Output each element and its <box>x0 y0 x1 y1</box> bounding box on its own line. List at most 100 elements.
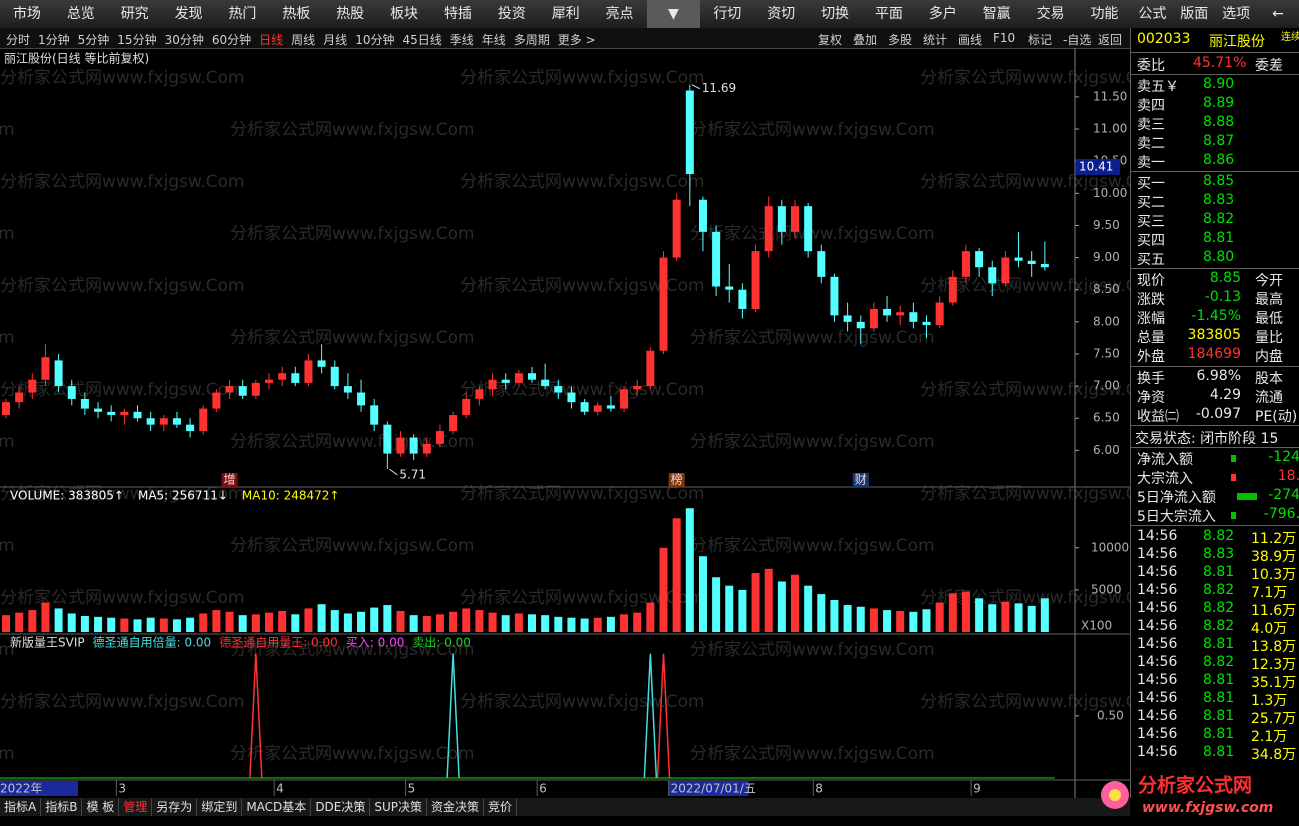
tool-button[interactable]: -自选 <box>1063 33 1092 47</box>
quote-cell[interactable]: 量比 <box>1255 330 1283 346</box>
quote-cell[interactable]: 8.89 <box>1203 95 1235 111</box>
tool-button[interactable]: 画线 <box>958 33 983 47</box>
quote-cell[interactable]: 今开 <box>1255 273 1283 289</box>
quote-cell[interactable]: 买四 <box>1137 233 1165 249</box>
stock-name[interactable]: 丽江股份 <box>1209 34 1265 50</box>
quote-cell[interactable]: 卖五￥ <box>1137 79 1179 95</box>
quote-cell[interactable]: 现价 <box>1137 273 1165 289</box>
quote-cell[interactable]: 8.88 <box>1203 114 1235 130</box>
menu-item[interactable]: 犀利 <box>551 6 580 22</box>
menu-item[interactable]: 资切 <box>767 6 796 22</box>
quote-cell[interactable]: 卖四 <box>1137 98 1165 114</box>
tool-button[interactable]: 返回 <box>1098 33 1123 47</box>
quote-cell[interactable]: 8.86 <box>1203 152 1235 168</box>
bottom-tab[interactable]: 竞价 <box>484 798 518 816</box>
tick-time[interactable]: 14:56 <box>1137 528 1178 544</box>
menu-item[interactable]: 板块 <box>390 6 419 22</box>
quote-cell[interactable]: 8.82 <box>1203 211 1235 227</box>
tick-volume[interactable]: 11.6万 <box>1251 603 1297 619</box>
quote-cell[interactable]: 总量 <box>1137 330 1165 346</box>
quote-cell[interactable]: 5日净流入额 <box>1137 490 1216 506</box>
quote-cell[interactable]: 流通 <box>1255 390 1283 406</box>
quote-cell[interactable]: 换手 <box>1137 371 1165 387</box>
tick-time[interactable]: 14:56 <box>1137 672 1178 688</box>
period-button[interactable]: 周线 <box>291 33 316 47</box>
period-button[interactable]: 多周期 <box>513 33 550 47</box>
menu-item[interactable]: 切换 <box>821 6 850 22</box>
quote-cell[interactable]: 收益㈡ <box>1137 409 1179 425</box>
tick-price[interactable]: 8.82 <box>1203 618 1235 634</box>
bottom-tab[interactable]: 绑定到 <box>197 798 243 816</box>
quote-cell[interactable]: 股本 <box>1255 371 1283 387</box>
tool-button[interactable]: 标记 <box>1028 33 1053 47</box>
tick-volume[interactable]: 7.1万 <box>1251 585 1288 601</box>
tick-volume[interactable]: 25.7万 <box>1251 711 1297 727</box>
menu-item[interactable]: 交易 <box>1036 6 1065 22</box>
quote-cell[interactable]: 买五 <box>1137 252 1165 268</box>
menu-item[interactable]: 功能 <box>1090 6 1119 22</box>
quote-cell[interactable]: -0.13 <box>1204 289 1241 305</box>
tick-time[interactable]: 14:56 <box>1137 744 1178 760</box>
quote-cell[interactable]: 最低 <box>1255 311 1283 327</box>
tick-price[interactable]: 8.81 <box>1203 744 1235 760</box>
quote-cell[interactable]: 45.71% <box>1193 55 1247 71</box>
tick-price[interactable]: 8.82 <box>1203 528 1235 544</box>
bottom-tab[interactable]: 另存为 <box>152 798 198 816</box>
menu-item[interactable]: 投资 <box>497 6 526 22</box>
more-link[interactable]: 连续 <box>1281 32 1299 43</box>
tick-price[interactable]: 8.81 <box>1203 726 1235 742</box>
quote-cell[interactable]: 最高 <box>1255 292 1283 308</box>
period-button[interactable]: 日线 <box>259 33 284 47</box>
tick-volume[interactable]: 12.3万 <box>1251 657 1297 673</box>
period-button[interactable]: 月线 <box>323 33 348 47</box>
tick-price[interactable]: 8.82 <box>1203 654 1235 670</box>
tick-volume[interactable]: 34.8万 <box>1251 747 1297 763</box>
quote-cell[interactable]: 卖二 <box>1137 136 1165 152</box>
quote-cell[interactable]: 6.98% <box>1196 368 1241 384</box>
quote-cell[interactable]: 4.29 <box>1209 387 1241 403</box>
quote-cell[interactable]: PE(动) <box>1255 409 1298 425</box>
tick-volume[interactable]: 10.3万 <box>1251 567 1297 583</box>
tick-volume[interactable]: 2.1万 <box>1251 729 1288 745</box>
menu-item[interactable]: 研究 <box>120 6 149 22</box>
menu-item[interactable]: 特插 <box>443 6 472 22</box>
quote-cell[interactable]: 8.87 <box>1203 133 1235 149</box>
quote-cell[interactable]: -0.097 <box>1195 406 1241 422</box>
menu-item[interactable]: 热股 <box>336 6 365 22</box>
menu-item[interactable]: 热板 <box>282 6 311 22</box>
quote-cell[interactable]: 净流入额 <box>1137 452 1193 468</box>
tick-price[interactable]: 8.81 <box>1203 636 1235 652</box>
quote-cell[interactable]: 卖一 <box>1137 155 1165 171</box>
tick-time[interactable]: 14:56 <box>1137 708 1178 724</box>
menu-item[interactable]: 总览 <box>66 6 95 22</box>
quote-cell[interactable]: -796. <box>1263 506 1299 522</box>
tick-time[interactable]: 14:56 <box>1137 564 1178 580</box>
menu-item[interactable]: 亮点 <box>605 6 634 22</box>
tick-time[interactable]: 14:56 <box>1137 654 1178 670</box>
menu-item[interactable]: ▼ <box>646 0 701 28</box>
period-button[interactable]: 15分钟 <box>117 33 157 47</box>
quote-cell[interactable]: 383805 <box>1187 327 1241 343</box>
menu-item[interactable]: 市场 <box>12 6 41 22</box>
period-button[interactable]: 年线 <box>481 33 506 47</box>
bottom-tab[interactable]: 模 板 <box>82 798 120 816</box>
quote-cell[interactable]: 卖三 <box>1137 117 1165 133</box>
quote-cell[interactable]: 184699 <box>1187 346 1241 362</box>
menu-item[interactable]: 热门 <box>228 6 257 22</box>
quote-cell[interactable]: 8.80 <box>1203 249 1235 265</box>
menu-item[interactable]: 公式 <box>1138 6 1167 22</box>
quote-cell[interactable]: 8.85 <box>1203 173 1235 189</box>
tick-volume[interactable]: 13.8万 <box>1251 639 1297 655</box>
tick-volume[interactable]: 38.9万 <box>1251 549 1297 565</box>
tick-volume[interactable]: 35.1万 <box>1251 675 1297 691</box>
quote-cell[interactable]: 5日大宗流入 <box>1137 509 1216 525</box>
menu-item[interactable]: 智赢 <box>982 6 1011 22</box>
quote-cell[interactable]: 涨跌 <box>1137 292 1165 308</box>
quote-cell[interactable]: 8.85 <box>1209 270 1241 286</box>
bottom-tab[interactable]: SUP决策 <box>370 798 428 816</box>
back-button[interactable]: ← <box>1272 6 1284 22</box>
tick-time[interactable]: 14:56 <box>1137 726 1178 742</box>
quote-cell[interactable]: 8.90 <box>1203 76 1235 92</box>
quote-cell[interactable]: 8.83 <box>1203 192 1235 208</box>
quote-cell[interactable]: 委差 <box>1255 58 1283 74</box>
